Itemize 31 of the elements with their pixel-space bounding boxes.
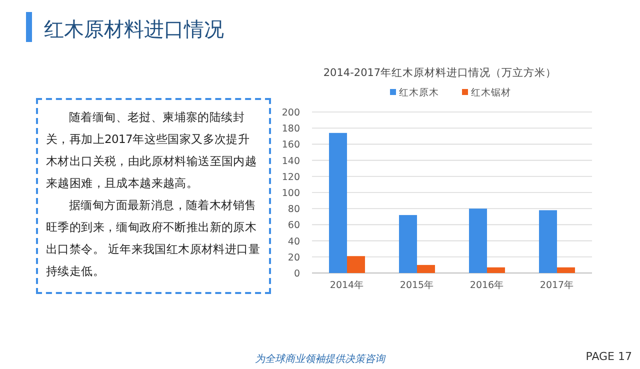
y-tick-label: 200 — [282, 108, 300, 118]
y-tick-label: 20 — [288, 252, 300, 264]
bar — [539, 210, 557, 273]
legend-label: 红木锯材 — [471, 86, 511, 98]
y-tick-label: 80 — [288, 204, 300, 216]
y-tick-label: 40 — [288, 236, 300, 248]
y-tick-label: 160 — [282, 140, 300, 151]
x-tick-label: 2014年 — [330, 279, 364, 291]
bar — [487, 267, 505, 273]
y-tick-label: 100 — [282, 188, 300, 199]
bar — [557, 267, 575, 273]
x-tick-label: 2017年 — [540, 279, 574, 291]
x-tick-label: 2016年 — [470, 279, 504, 291]
bar — [329, 132, 347, 273]
y-tick-label: 120 — [282, 172, 300, 183]
text: 随着缅甸、老挝、柬埔寨的陆续封关，再加上2017年这些国家又多次提升木材出口关税，由此原材料输送至国内越来越困难，且成本越来越高。 — [46, 109, 258, 192]
y-tick-label: 140 — [282, 156, 300, 167]
text: 红木原材料进口情况 — [44, 16, 224, 43]
x-tick-label: 2015年 — [400, 279, 434, 291]
y-tick-label: 60 — [288, 220, 300, 232]
chart-title: 2014-2017年红木原材料进口情况（万立方米） — [323, 66, 557, 79]
bar — [469, 208, 487, 273]
bar — [347, 256, 365, 273]
text: 据缅甸方面最新消息，随着木材销售旺季的到来，缅甸政府不断推出新的原木出口禁令。 近年来我国红木原材料进口量持续走低。 — [46, 197, 261, 280]
y-tick-label: 180 — [282, 124, 300, 135]
bar — [417, 264, 435, 273]
bar — [399, 215, 417, 273]
text: PAGE 17 — [586, 350, 632, 363]
text: 为全球商业领袖提供决策咨询 — [255, 354, 385, 365]
y-tick-label: 0 — [294, 268, 300, 280]
legend-label: 红木原木 — [399, 86, 439, 98]
